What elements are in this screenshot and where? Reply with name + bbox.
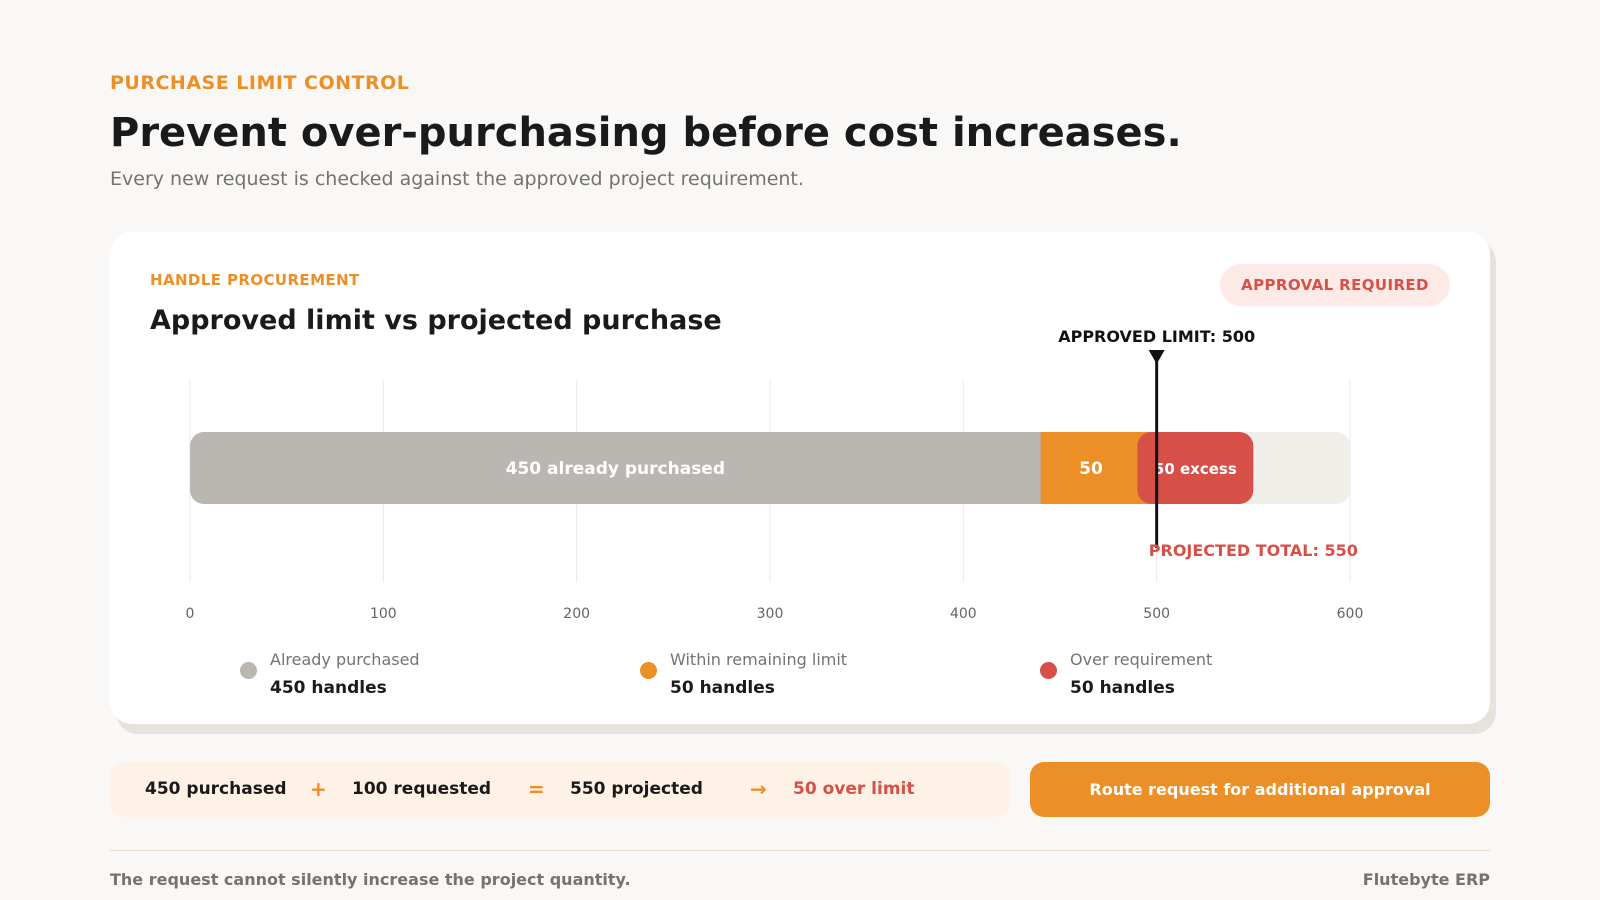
section-eyebrow: PURCHASE LIMIT CONTROL <box>110 72 410 94</box>
page-title: Prevent over-purchasing before cost incr… <box>110 110 1182 156</box>
legend-dot <box>1040 662 1057 679</box>
summary-over-limit: 50 over limit <box>793 779 915 799</box>
bar-label-within-limit: 50 <box>1079 459 1103 479</box>
limit-marker-icon <box>1148 350 1165 364</box>
procurement-card: HANDLE PROCUREMENT Approved limit vs pro… <box>110 232 1490 724</box>
tick-label: 200 <box>563 606 590 622</box>
legend-item-over-requirement: Over requirement 50 handles <box>1040 650 1400 710</box>
tick-label: 100 <box>370 606 397 622</box>
limit-label: APPROVED LIMIT: 500 <box>1058 327 1255 346</box>
legend-value: 50 handles <box>670 678 775 698</box>
legend-value: 450 handles <box>270 678 387 698</box>
page-subtitle: Every new request is checked against the… <box>110 168 804 190</box>
summary-requested: 100 requested <box>352 779 492 799</box>
bar-label-purchased: 450 already purchased <box>506 459 725 479</box>
legend-label: Within remaining limit <box>670 650 848 669</box>
route-approval-button[interactable]: Route request for additional approval <box>1030 762 1490 817</box>
bar-segment-purchased <box>190 432 1055 504</box>
bar-label-excess: 50 excess <box>1154 460 1237 478</box>
footer-divider <box>110 850 1490 851</box>
tick-label: 400 <box>950 606 977 622</box>
plus-sign: + <box>310 777 327 801</box>
legend-item-within-limit: Within remaining limit 50 handles <box>640 650 1000 710</box>
summary-equation: 450 purchased + 100 requested = 550 proj… <box>110 762 1010 817</box>
projected-total-label: PROJECTED TOTAL: 550 <box>1149 541 1358 560</box>
tick-label: 300 <box>757 606 784 622</box>
equals-sign: = <box>528 777 545 801</box>
summary-purchased: 450 purchased <box>145 779 287 799</box>
legend-item-already-purchased: Already purchased 450 handles <box>240 650 600 710</box>
tick-label: 500 <box>1143 606 1170 622</box>
legend-dot <box>240 662 257 679</box>
footer-brand: Flutebyte ERP <box>1362 870 1490 889</box>
legend-dot <box>640 662 657 679</box>
approval-required-badge: APPROVAL REQUIRED <box>1220 264 1450 306</box>
summary-projected: 550 projected <box>570 779 703 799</box>
tick-label: 600 <box>1337 606 1364 622</box>
card-title: Approved limit vs projected purchase <box>150 305 722 336</box>
bar-segment-excess <box>1137 432 1254 504</box>
legend-value: 50 handles <box>1070 678 1175 698</box>
tick-label: 0 <box>186 606 195 622</box>
limit-chart: 0 100 200 300 400 500 600 450 already purchased… <box>186 327 1364 622</box>
legend-label: Over requirement <box>1070 650 1213 669</box>
card-eyebrow: HANDLE PROCUREMENT <box>150 271 360 289</box>
arrow-icon: → <box>750 777 767 801</box>
legend-label: Already purchased <box>270 650 420 669</box>
footer-note: The request cannot silently increase the… <box>110 870 631 889</box>
